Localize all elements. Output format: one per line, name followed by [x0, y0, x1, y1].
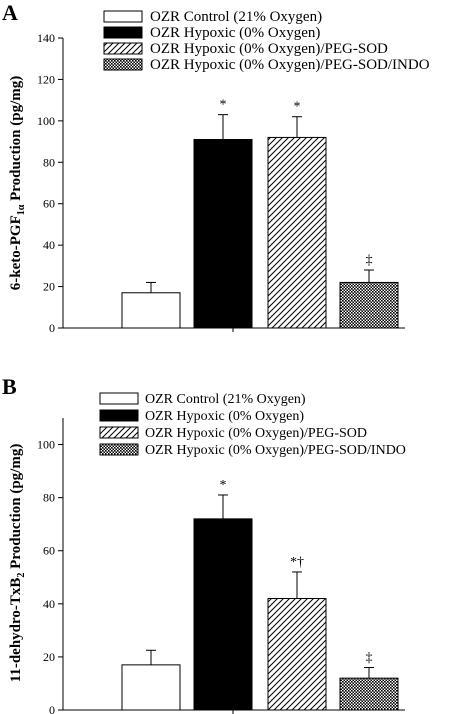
legend-swatch: [103, 42, 143, 55]
significance-marker: ‡: [366, 253, 373, 268]
panel-label: B: [2, 374, 17, 399]
y-tick-label: 60: [43, 544, 55, 558]
legend-label: OZR Control (21% Oxygen): [150, 9, 322, 25]
significance-marker: *: [220, 478, 227, 493]
legend-label: OZR Hypoxic (0% Oxygen)/PEG-SOD: [150, 41, 388, 57]
y-tick-label: 80: [43, 155, 55, 169]
legend-label: OZR Hypoxic (0% Oxygen): [150, 25, 320, 41]
legend-swatch: [99, 392, 139, 405]
bar: [339, 281, 399, 329]
y-axis-label: 11-dehydro-TxB2 Production (pg/mg): [8, 444, 27, 683]
legend-swatch: [103, 58, 143, 71]
y-tick-label: 140: [37, 31, 55, 45]
y-tick-label: 40: [43, 597, 55, 611]
y-tick-label: 60: [43, 197, 55, 211]
y-tick-label: 100: [37, 114, 55, 128]
y-tick-label: 120: [37, 72, 55, 86]
y-tick-label: 20: [43, 280, 55, 294]
y-tick-label: 100: [37, 438, 55, 452]
significance-marker: *†: [290, 555, 304, 570]
y-tick-label: 0: [49, 703, 55, 714]
bar: [339, 677, 399, 711]
y-tick-label: 80: [43, 491, 55, 505]
panel-label: A: [2, 0, 18, 25]
legend-label: OZR Hypoxic (0% Oxygen)/PEG-SOD: [145, 426, 367, 441]
legend-label: OZR Hypoxic (0% Oxygen)/PEG-SOD/INDO: [145, 443, 406, 458]
bar: [267, 598, 327, 711]
legend-label: OZR Hypoxic (0% Oxygen)/PEG-SOD/INDO: [150, 57, 430, 73]
legend-swatch: [103, 26, 143, 39]
legend-swatch: [103, 10, 143, 23]
significance-marker: *: [294, 100, 301, 115]
bar: [267, 136, 327, 329]
y-tick-label: 0: [49, 321, 55, 335]
bar: [121, 292, 181, 329]
legend-swatch: [99, 426, 139, 439]
legend-label: OZR Control (21% Oxygen): [145, 392, 306, 407]
bar: [193, 139, 253, 329]
legend-swatch: [99, 409, 139, 422]
significance-marker: *: [220, 98, 227, 113]
panel-b: B 0 20 40 60 80 100 11-dehydro-TxB2 Production …: [2, 374, 406, 714]
panel-a: A 0 20 40 60 80 100 120 140 6-keto-PGF1α Producti…: [2, 0, 430, 335]
legend-swatch: [99, 443, 139, 456]
y-tick-label: 40: [43, 238, 55, 252]
significance-marker: ‡: [366, 651, 373, 666]
bar: [121, 664, 181, 711]
bar: [193, 518, 253, 711]
legend-label: OZR Hypoxic (0% Oxygen): [145, 409, 304, 424]
y-tick-label: 20: [43, 650, 55, 664]
y-axis-label: 6-keto-PGF1α Production (pg/mg): [8, 76, 27, 290]
